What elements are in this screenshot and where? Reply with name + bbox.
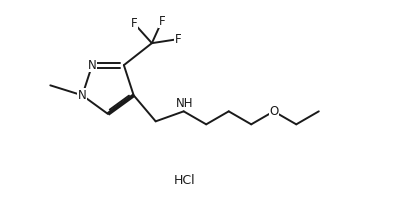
Text: F: F [159,15,165,28]
Text: F: F [131,17,137,30]
Text: O: O [269,105,278,118]
Text: N: N [88,59,97,72]
Text: N: N [78,89,87,102]
Text: HCl: HCl [174,175,196,188]
Text: F: F [175,33,181,46]
Text: NH: NH [176,97,194,110]
